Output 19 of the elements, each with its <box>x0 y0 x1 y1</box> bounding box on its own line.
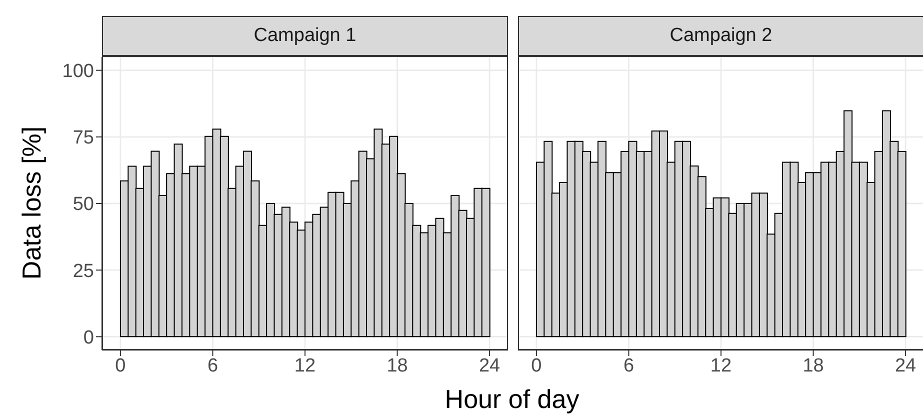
y-tick-label: 50 <box>72 194 94 216</box>
x-tick-label: 24 <box>478 355 501 376</box>
x-tick-label: 0 <box>531 355 542 376</box>
x-tick-label: 6 <box>207 355 218 376</box>
y-axis-title: Data loss [%] <box>16 126 48 280</box>
x-tick-label: 12 <box>294 355 316 376</box>
y-tick-label: 25 <box>72 260 94 282</box>
x-tick-label: 18 <box>802 355 824 376</box>
x-tick-label: 18 <box>386 355 408 376</box>
x-tick-label: 0 <box>115 355 126 376</box>
x-tick-label: 12 <box>710 355 732 376</box>
y-tick-label: 100 <box>62 61 94 82</box>
chart-title: Campaign 2 <box>518 16 923 56</box>
chart-title: Campaign 1 <box>102 16 508 56</box>
x-axis-title: Hour of day <box>444 384 580 415</box>
x-tick-label: 24 <box>894 355 917 376</box>
x-tick-label: 6 <box>623 355 634 376</box>
y-tick-label: 0 <box>83 327 94 348</box>
y-tick-label: 75 <box>72 128 94 149</box>
